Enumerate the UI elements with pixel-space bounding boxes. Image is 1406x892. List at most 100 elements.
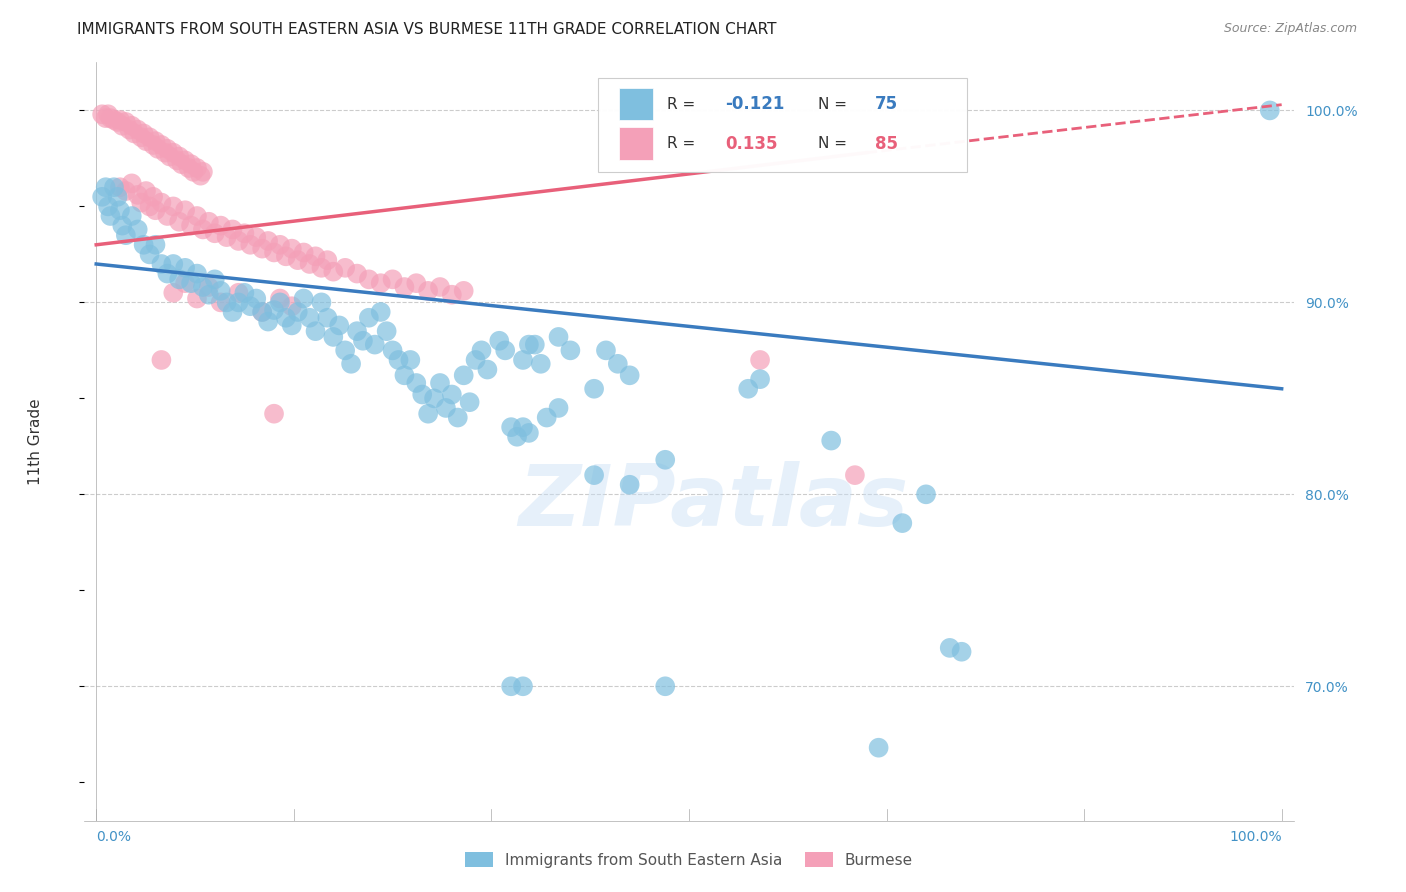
Point [138,130,160,145]
Point [108,113,131,128]
Point [517,337,540,351]
Point [198,287,221,301]
Point [506,430,529,444]
Point [191,280,214,294]
Point [333,343,356,358]
Point [245,230,267,244]
Point [346,267,368,281]
Point [180,276,202,290]
Point [536,410,558,425]
Text: 0.135: 0.135 [725,135,778,153]
Point [488,334,510,348]
Point [150,138,173,153]
Point [470,343,492,358]
Point [333,260,356,275]
Point [494,343,516,358]
Point [399,353,422,368]
Point [405,376,427,390]
Text: 0.0%: 0.0% [96,830,131,844]
Point [167,149,190,163]
Point [749,353,772,368]
Point [228,234,250,248]
Point [429,376,451,390]
Point [209,295,232,310]
Point [166,153,188,168]
Point [281,242,304,256]
Point [239,299,262,313]
Point [228,285,250,300]
Point [121,119,143,133]
Text: 11th Grade: 11th Grade [28,398,44,485]
Point [560,343,582,358]
Point [170,157,193,171]
Point [127,122,149,136]
Point [174,153,197,168]
Point [547,401,569,415]
Point [115,184,138,198]
Text: R =: R = [668,136,696,151]
Point [304,324,326,338]
Point [263,407,285,421]
Point [209,284,232,298]
Point [204,272,226,286]
Point [127,187,149,202]
Point [142,138,165,153]
Point [512,420,534,434]
Point [844,468,866,483]
Point [132,127,155,141]
Point [440,287,463,301]
Point [820,434,842,448]
Point [938,640,960,655]
Point [950,645,973,659]
Point [1258,103,1281,118]
Point [387,353,409,368]
Point [440,387,463,401]
Point [162,257,184,271]
Point [298,310,321,325]
Point [523,337,546,351]
Point [162,285,184,300]
Point [100,111,122,125]
Point [346,324,368,338]
Point [162,199,184,213]
Point [129,130,152,145]
Point [183,165,205,179]
Point [138,247,160,261]
Point [228,295,250,310]
Text: N =: N = [818,136,848,151]
Point [215,230,238,244]
Point [129,195,152,210]
Point [239,237,262,252]
Point [322,265,344,279]
Point [145,237,167,252]
Point [281,299,304,313]
Point [150,257,173,271]
Text: R =: R = [668,96,696,112]
Point [434,401,457,415]
Point [250,305,273,319]
Point [274,249,297,263]
Point [477,362,499,376]
Text: 100.0%: 100.0% [1229,830,1282,844]
Text: Source: ZipAtlas.com: Source: ZipAtlas.com [1223,22,1357,36]
Point [453,368,475,383]
Point [100,209,122,223]
Point [501,420,523,434]
Point [370,276,392,290]
Point [512,679,534,693]
Point [583,468,606,483]
Point [150,353,173,368]
Point [150,195,173,210]
Point [115,228,138,243]
Point [423,392,446,406]
Text: IMMIGRANTS FROM SOUTH EASTERN ASIA VS BURMESE 11TH GRADE CORRELATION CHART: IMMIGRANTS FROM SOUTH EASTERN ASIA VS BU… [77,22,778,37]
Point [108,203,131,218]
Point [595,343,617,358]
Point [316,310,339,325]
Point [304,249,326,263]
Point [107,190,129,204]
Point [530,357,553,371]
Point [447,410,470,425]
Point [115,115,138,129]
Point [174,276,197,290]
